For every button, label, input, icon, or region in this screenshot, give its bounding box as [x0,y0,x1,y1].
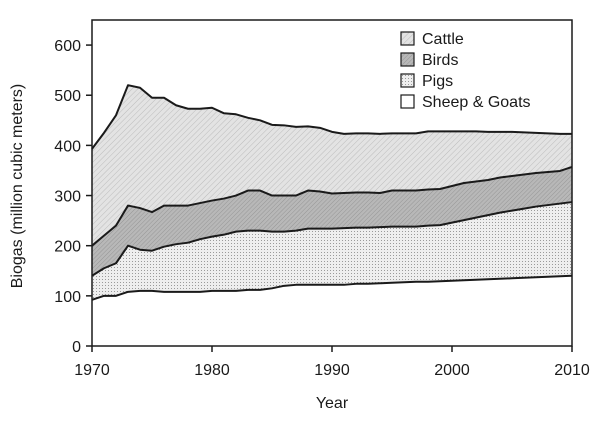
legend-swatch [400,73,415,88]
y-tick-label: 200 [54,239,81,256]
y-tick-label: 600 [54,38,81,55]
line-pigs [91,201,573,277]
line-sheep-goats [91,274,573,301]
legend-swatch [400,94,415,109]
legend-item-birds: Birds [400,52,458,69]
line-cattle [91,84,572,150]
y-tick-label: 400 [54,138,81,155]
legend-swatch [400,31,415,46]
legend-item-cattle: Cattle [400,31,464,48]
legend-item-pigs: Pigs [400,73,453,90]
x-tick-label: 1970 [74,362,110,379]
line-birds [91,166,573,247]
y-tick-label: 0 [72,339,81,356]
area-cattle [92,85,572,246]
y-axis: 0 100 200 300 400 500 600 [54,38,92,356]
area-layers [91,84,573,346]
x-tick-label: 1990 [314,362,350,379]
legend-label: Cattle [422,31,464,48]
x-tick-label: 1980 [194,362,230,379]
x-tick-label: 2010 [554,362,590,379]
x-axis-title: Year [316,395,349,412]
y-tick-label: 500 [54,88,81,105]
area-pigs [92,202,572,300]
y-tick-label: 100 [54,289,81,306]
area-birds [92,166,572,276]
x-tick-label: 2000 [434,362,470,379]
legend: Cattle Birds Pigs Sheep & Goats [400,31,531,111]
area-sheep-goats [92,275,572,346]
legend-label: Pigs [422,73,453,90]
legend-item-sheep-goats: Sheep & Goats [400,94,531,111]
y-tick-label: 300 [54,189,81,206]
legend-swatch [400,52,415,67]
legend-label: Sheep & Goats [422,94,531,111]
y-axis-title: Biogas (million cubic meters) [9,84,26,289]
legend-label: Birds [422,52,458,69]
x-axis: 1970 1980 1990 2000 2010 [74,346,590,379]
